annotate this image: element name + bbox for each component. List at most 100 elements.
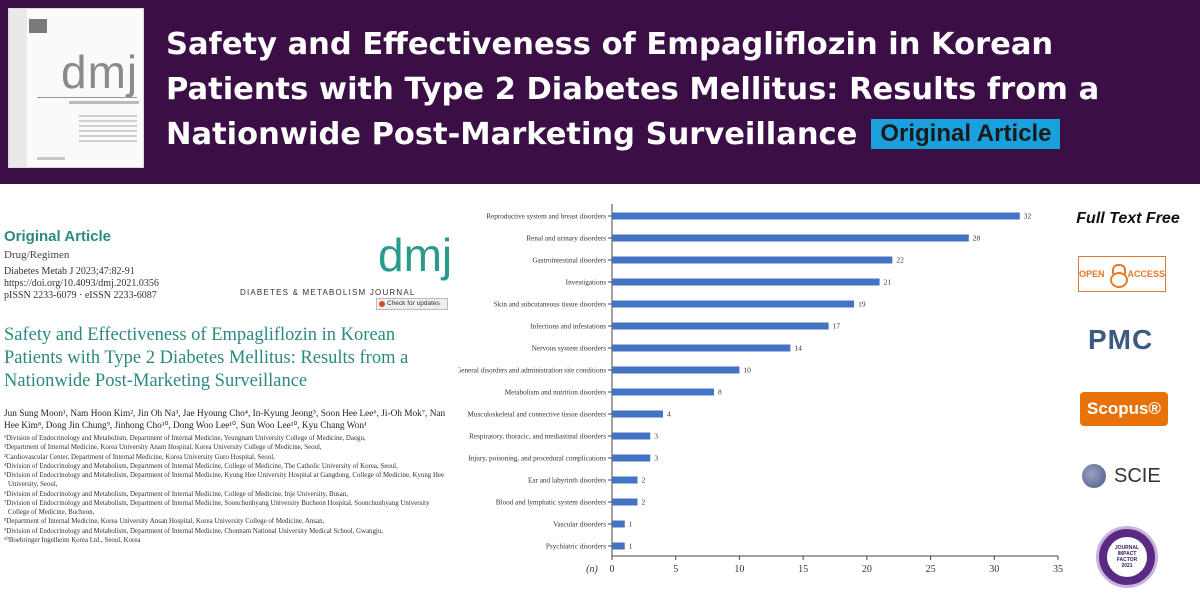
paper-citation: Diabetes Metab J 2023;47:82-91 xyxy=(4,266,135,277)
x-tick-label: 30 xyxy=(989,564,999,575)
cover-text-line xyxy=(79,115,137,117)
bar xyxy=(612,432,651,440)
cover-text-line xyxy=(79,135,137,137)
open-access-badge[interactable]: OPEN ACCESS xyxy=(1078,256,1166,292)
cover-spine xyxy=(9,9,27,167)
paper-affiliations: ¹Division of Endocrinology and Metabolis… xyxy=(4,434,454,545)
bar xyxy=(612,542,625,550)
affiliation-line: ⁹Division of Endocrinology and Metabolis… xyxy=(4,527,384,535)
bar xyxy=(612,212,1020,220)
cover-badge xyxy=(29,19,47,33)
bar xyxy=(612,234,969,242)
banner-title-text: Safety and Effectiveness of Empagliflozi… xyxy=(166,27,1100,152)
affiliation-line: ¹Division of Endocrinology and Metabolis… xyxy=(4,435,366,442)
open-access-right-text: ACCESS xyxy=(1127,269,1165,279)
header-banner: dmj Safety and Effectiveness of Empaglif… xyxy=(0,0,1200,184)
affiliation-line: ⁵Division of Endocrinology and Metabolis… xyxy=(4,472,445,479)
bar xyxy=(612,388,714,396)
category-label: Skin and subcutaneous tissue disorders xyxy=(494,301,606,309)
affiliation-line: ⁴Division of Endocrinology and Metabolis… xyxy=(4,462,398,470)
value-label: 19 xyxy=(858,300,866,309)
bar xyxy=(612,498,638,506)
check-updates-button[interactable]: Check for updates xyxy=(376,298,448,310)
paper-issn: pISSN 2233-6079 · eISSN 2233-6087 xyxy=(4,290,157,301)
bar xyxy=(612,322,829,330)
bar xyxy=(612,256,893,264)
journal-impact-factor-badge[interactable]: JOURNAL IMPACT FACTOR 2021 xyxy=(1096,526,1158,588)
value-label: 14 xyxy=(794,344,802,353)
bar xyxy=(612,344,791,352)
value-label: 28 xyxy=(973,234,981,243)
scie-text: SCIE xyxy=(1114,464,1161,487)
bar xyxy=(612,300,855,308)
scopus-badge[interactable]: Scopus® xyxy=(1080,392,1168,426)
cover-text-line xyxy=(79,125,137,127)
value-label: 8 xyxy=(718,388,722,397)
affiliation-line: ⁶Division of Endocrinology and Metabolis… xyxy=(4,490,348,498)
article-type-tag: Original Article xyxy=(871,119,1061,149)
x-tick-label: 10 xyxy=(734,564,744,575)
affiliation-line: College of Medicine, Bucheon, xyxy=(8,509,95,516)
category-label: Renal and urinary disorders xyxy=(526,235,606,243)
cover-text-line xyxy=(79,120,137,122)
affiliation-line: University, Seoul, xyxy=(8,481,58,489)
jif-line-3: FACTOR xyxy=(1116,557,1138,563)
value-label: 2 xyxy=(641,476,645,485)
x-tick-label: 25 xyxy=(926,564,936,575)
cover-footer xyxy=(37,157,65,160)
x-axis-label: (n) xyxy=(586,564,598,575)
cover-logo: dmj xyxy=(61,46,139,98)
category-label: Nervous system disorders xyxy=(532,345,606,353)
paper-journal-name: DIABETES & METABOLISM JOURNAL xyxy=(240,288,416,297)
value-label: 4 xyxy=(667,410,671,419)
category-label: Injury, poisoning, and procedural compli… xyxy=(468,455,606,463)
jif-line-1: JOURNAL xyxy=(1114,545,1140,551)
value-label: 2 xyxy=(641,498,645,507)
bar xyxy=(612,454,651,462)
paper-title: Safety and Effectiveness of Empagliflozi… xyxy=(4,325,409,391)
cover-subtitle xyxy=(69,101,139,104)
category-label: Blood and lymphatic system disorders xyxy=(496,499,606,507)
bar xyxy=(612,278,880,286)
value-label: 3 xyxy=(654,432,658,441)
value-label: 32 xyxy=(1024,212,1032,221)
bar xyxy=(612,520,625,528)
value-label: 1 xyxy=(629,542,633,551)
jif-year: 2021 xyxy=(1121,563,1133,569)
affiliation-line: ⁸Department of Internal Medicine, Korea … xyxy=(4,518,325,526)
value-label: 22 xyxy=(896,256,904,265)
bar xyxy=(612,476,638,484)
value-label: 1 xyxy=(629,520,633,529)
paper-category: Drug/Regimen xyxy=(4,249,70,261)
jif-line-2: IMPACT xyxy=(1117,551,1137,557)
journal-cover-thumbnail[interactable]: dmj xyxy=(8,8,144,168)
paper-doi[interactable]: https://doi.org/10.4093/dmj.2021.0356 xyxy=(4,278,159,289)
cover-text-line xyxy=(79,140,137,142)
category-label: Musculoskeletal and connective tissue di… xyxy=(467,411,606,419)
value-label: 3 xyxy=(654,454,658,463)
category-label: Metabolism and nutrition disorders xyxy=(505,389,606,397)
category-label: Infections and infestations xyxy=(530,323,606,331)
chart-svg: Reproductive system and breast disorders… xyxy=(456,204,1063,575)
paper-journal-logo: dmj xyxy=(378,229,453,281)
affiliation-line: ¹⁰Boehringer Ingelheim Korea Ltd., Seoul… xyxy=(4,536,141,544)
bar xyxy=(612,366,740,374)
value-label: 10 xyxy=(743,366,751,375)
x-tick-label: 20 xyxy=(862,564,872,575)
category-label: Gastrointestinal disorders xyxy=(532,257,606,265)
paper-authors: Jun Sung Moon¹, Nam Hoon Kim², Jin Oh Na… xyxy=(4,409,446,431)
category-label: Vascular disorders xyxy=(553,521,606,529)
category-label: Ear and labyrinth disorders xyxy=(528,477,606,485)
paper-article-type: Original Article xyxy=(4,228,111,245)
open-access-left-text: OPEN xyxy=(1079,269,1105,279)
affiliation-line: ³Cardiovascular Center, Department of In… xyxy=(4,453,275,461)
paper-first-page: Original Article Drug/Regimen Diabetes M… xyxy=(0,186,460,600)
category-label: General disorders and administration sit… xyxy=(458,367,606,375)
scie-badge[interactable]: SCIE xyxy=(1082,464,1161,488)
x-tick-label: 35 xyxy=(1053,564,1063,575)
affiliation-line: ⁷Division of Endocrinology and Metabolis… xyxy=(4,499,430,507)
banner-title: Safety and Effectiveness of Empagliflozi… xyxy=(166,22,1176,157)
pmc-badge[interactable]: PMC xyxy=(1088,324,1154,355)
open-lock-icon xyxy=(1109,264,1128,288)
category-label: Respiratory, thoracic, and mediastinal d… xyxy=(469,433,606,441)
